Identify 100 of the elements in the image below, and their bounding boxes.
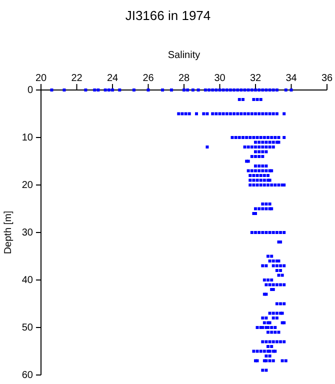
point: [96, 88, 100, 92]
point: [268, 340, 272, 344]
point: [261, 150, 264, 154]
point: [268, 312, 272, 315]
y-tick-label: 20: [22, 180, 34, 192]
point: [266, 278, 270, 282]
point: [246, 88, 250, 92]
point: [259, 98, 262, 101]
point: [211, 112, 214, 116]
point: [107, 88, 110, 92]
point: [218, 112, 222, 116]
point: [268, 202, 272, 206]
point: [277, 330, 280, 334]
point: [268, 88, 272, 92]
x-tick-label: 30: [214, 73, 226, 84]
point: [252, 350, 256, 353]
point: [243, 146, 246, 148]
point: [275, 88, 278, 92]
point: [264, 88, 268, 92]
point: [270, 254, 274, 258]
point: [180, 112, 184, 116]
point: [266, 136, 270, 139]
point: [243, 112, 246, 116]
point: [241, 98, 244, 101]
point: [261, 146, 264, 148]
point: [238, 98, 241, 101]
point: [268, 146, 272, 148]
point: [264, 150, 268, 154]
point: [261, 155, 264, 158]
x-tick-label: 26: [142, 73, 154, 84]
point: [211, 88, 214, 92]
point: [277, 274, 280, 277]
point: [248, 174, 252, 177]
y-tick-label: 40: [22, 275, 34, 286]
point: [243, 88, 246, 92]
point: [208, 88, 211, 92]
x-tick-label: 24: [106, 73, 118, 84]
point: [272, 316, 275, 320]
point: [270, 136, 274, 139]
point: [252, 184, 256, 186]
point: [268, 283, 272, 286]
point: [264, 316, 268, 320]
point: [240, 88, 243, 92]
point: [232, 112, 236, 116]
point: [258, 169, 261, 172]
point: [204, 88, 207, 92]
point: [280, 359, 284, 362]
point: [264, 354, 268, 358]
point: [195, 112, 198, 116]
point: [261, 140, 264, 144]
point: [282, 283, 286, 286]
point: [275, 302, 278, 306]
point: [282, 340, 286, 344]
y-tick-label: 10: [22, 132, 34, 144]
point: [252, 174, 256, 177]
point: [274, 330, 277, 334]
point: [268, 231, 272, 234]
point: [206, 112, 209, 116]
point: [264, 202, 268, 206]
x-tick-label: 36: [321, 73, 333, 84]
point: [256, 98, 259, 101]
point: [240, 112, 243, 116]
point: [248, 178, 252, 182]
chart-title: JI3166 in 1974: [125, 8, 211, 23]
point: [282, 112, 286, 116]
point: [275, 264, 278, 268]
point: [258, 150, 261, 154]
point: [274, 136, 277, 139]
point: [50, 88, 54, 92]
point: [222, 88, 225, 92]
point: [282, 136, 286, 139]
point: [214, 88, 218, 92]
point: [84, 88, 88, 92]
point: [246, 169, 250, 172]
y-axis-title: Depth [m]: [3, 210, 14, 254]
point: [232, 88, 236, 92]
point: [261, 231, 264, 234]
point: [261, 264, 264, 268]
point: [254, 150, 257, 154]
point: [266, 174, 270, 177]
point: [258, 112, 261, 116]
point: [252, 98, 256, 101]
point: [256, 174, 259, 177]
point: [268, 112, 272, 116]
point: [186, 88, 190, 92]
point: [264, 164, 268, 168]
point: [279, 264, 282, 268]
point: [264, 340, 268, 344]
point: [254, 164, 257, 168]
point: [261, 207, 264, 210]
point: [230, 136, 234, 139]
point: [261, 169, 264, 172]
point: [282, 302, 286, 306]
point: [261, 368, 264, 372]
point: [275, 312, 278, 315]
point: [272, 264, 275, 268]
point: [182, 88, 186, 92]
point: [254, 169, 257, 172]
point: [272, 340, 275, 344]
point: [248, 136, 252, 139]
